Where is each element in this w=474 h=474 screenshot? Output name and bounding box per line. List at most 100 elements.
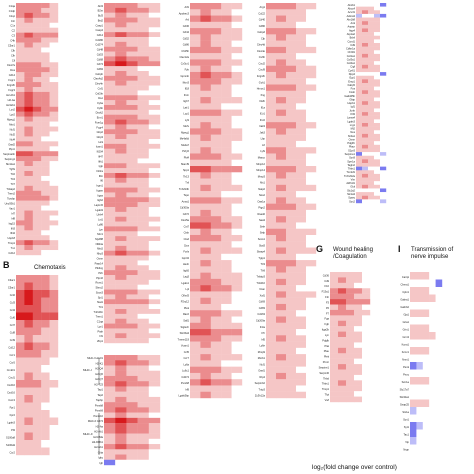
heatmap-cell (221, 140, 232, 148)
heatmap-cell (338, 315, 347, 321)
heatmap-cell (276, 303, 287, 311)
heatmap-cell (32, 37, 42, 43)
row-label: Il6 (100, 179, 103, 183)
heatmap-cell (296, 322, 307, 330)
row-label: Ptafr (98, 329, 104, 333)
heatmap-cell (374, 46, 381, 51)
heatmap-cell (380, 144, 387, 149)
heatmap-cell (356, 61, 363, 66)
heatmap-cell (16, 32, 25, 38)
heatmap-cell (330, 380, 339, 386)
heatmap-cell (306, 253, 317, 261)
heatmap-cell (362, 101, 369, 106)
row-label: Ccl4 (10, 308, 16, 312)
row-label: Il18 (185, 87, 190, 91)
heatmap-cell (286, 28, 297, 35)
heatmap-cell (330, 358, 339, 365)
heatmap-cell (231, 9, 243, 16)
heatmap-cell (104, 177, 116, 183)
heatmap-cell (104, 207, 116, 213)
heatmap-cell (221, 209, 232, 217)
heatmap-cell (330, 364, 339, 370)
heatmap-cell (380, 17, 387, 22)
heatmap-cell (16, 131, 25, 137)
heatmap-cell (276, 241, 287, 248)
row-label: Cd14 (97, 33, 104, 37)
heatmap-cell (362, 50, 369, 55)
heatmap-cell (137, 444, 149, 450)
heatmap-cell (16, 402, 25, 411)
heatmap-cell (200, 216, 211, 223)
heatmap-cell (137, 396, 149, 403)
heatmap-cell (41, 37, 50, 43)
heatmap-cell (41, 161, 50, 167)
heatmap-cell (190, 166, 201, 173)
heatmap-cell (190, 385, 201, 392)
heatmap-cell (362, 148, 369, 153)
row-label: Cd52 (183, 36, 190, 40)
row-label: Fpr2 (10, 413, 16, 417)
heatmap-cell (24, 166, 33, 172)
heatmap-cell (362, 32, 369, 36)
heatmap-cell (24, 82, 33, 88)
heatmap-cell (296, 385, 307, 392)
heatmap-cell (231, 247, 243, 254)
heatmap-cell (356, 28, 363, 33)
heatmap-cell (380, 155, 387, 160)
heatmap-cell (429, 339, 436, 348)
heatmap-cell (422, 362, 430, 370)
heatmap-panel-6: Abcb1Abcc4Acvrl1Adora3Akr1b8AnkAnpepAqp4… (344, 3, 387, 203)
heatmap-cell (190, 109, 201, 117)
heatmap-cell (266, 253, 277, 261)
heatmap-cell (148, 163, 161, 169)
heatmap-cell (24, 106, 33, 112)
heatmap-cell (231, 253, 243, 261)
heatmap-cell (16, 235, 25, 241)
heatmap-cell (416, 437, 423, 445)
heatmap-cell (41, 402, 50, 411)
heatmap-cell (362, 364, 371, 370)
row-label: Irf9 (185, 387, 189, 391)
heatmap-cell (231, 178, 243, 186)
heatmap-cell (296, 366, 307, 374)
heatmap-cell (16, 151, 25, 157)
heatmap-cell (148, 7, 161, 13)
heatmap-cell (338, 385, 347, 392)
heatmap-cell (368, 43, 375, 47)
heatmap-cell (296, 278, 307, 286)
heatmap-cell (266, 15, 277, 23)
heatmap-cell (137, 75, 149, 81)
heatmap-cell (276, 103, 287, 110)
row-label: Steap4 (257, 250, 266, 254)
row-label: Akr1b8 (347, 17, 356, 21)
heatmap-cell (380, 35, 387, 40)
row-label: Csf3r (259, 55, 265, 59)
row-label: Tnfrsf1b (93, 310, 103, 314)
heatmap-cell (306, 266, 317, 273)
heatmap-cell (148, 250, 161, 256)
heatmap-cell (148, 260, 161, 266)
heatmap-cell (306, 53, 317, 60)
heatmap-cell (266, 209, 277, 217)
row-label: Klf4 (351, 112, 356, 116)
heatmap-cell (126, 148, 138, 154)
heatmap-cell (296, 241, 307, 248)
row-label: Axl (185, 18, 189, 22)
row-label: Penk (403, 365, 410, 369)
heatmap-cell (286, 322, 297, 330)
heatmap-cell (356, 35, 363, 40)
row-label: Ly6e (259, 344, 265, 348)
heatmap-cell (41, 215, 50, 221)
heatmap-cell (221, 166, 232, 173)
heatmap-cell (148, 168, 161, 174)
heatmap-cell (24, 342, 33, 351)
heatmap-cell (422, 354, 430, 363)
heatmap-cell (221, 278, 232, 286)
heatmap-cell (266, 247, 277, 254)
heatmap-cell (231, 310, 243, 317)
row-label: Clec12a (179, 55, 189, 59)
heatmap-cell (32, 210, 42, 216)
heatmap-cell (221, 78, 232, 85)
heatmap-cell (104, 109, 116, 115)
heatmap-cell (16, 250, 25, 256)
